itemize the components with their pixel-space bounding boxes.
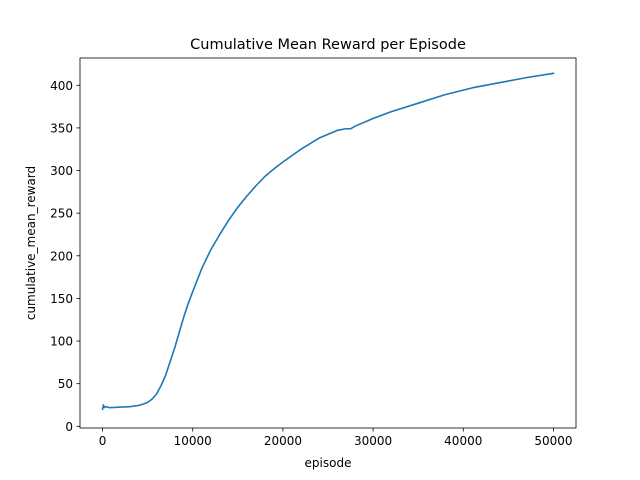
x-tick-label: 10000 [174, 434, 212, 448]
y-tick-label: 100 [50, 335, 73, 349]
x-tick-label: 50000 [534, 434, 572, 448]
y-axis-label: cumulative_mean_reward [24, 166, 38, 320]
x-axis-label: episode [305, 456, 352, 470]
y-tick-label: 50 [58, 377, 73, 391]
plot-area [101, 72, 555, 411]
y-tick-label: 200 [50, 249, 73, 263]
y-tick-label: 0 [65, 420, 73, 434]
x-tick-label: 0 [99, 434, 107, 448]
x-axis: 0 10000 20000 30000 40000 50000 [99, 428, 573, 448]
x-tick-label: 30000 [354, 434, 392, 448]
x-tick-label: 20000 [264, 434, 302, 448]
y-tick-label: 300 [50, 164, 73, 178]
chart-title: Cumulative Mean Reward per Episode [190, 37, 466, 53]
y-tick-label: 350 [50, 121, 73, 135]
series-line [101, 72, 555, 411]
y-tick-label: 250 [50, 207, 73, 221]
y-axis: 0 50 100 150 200 250 300 350 400 [50, 79, 80, 434]
y-tick-label: 150 [50, 292, 73, 306]
y-tick-label: 400 [50, 79, 73, 93]
axes-frame [79, 57, 577, 429]
x-tick-label: 40000 [444, 434, 482, 448]
